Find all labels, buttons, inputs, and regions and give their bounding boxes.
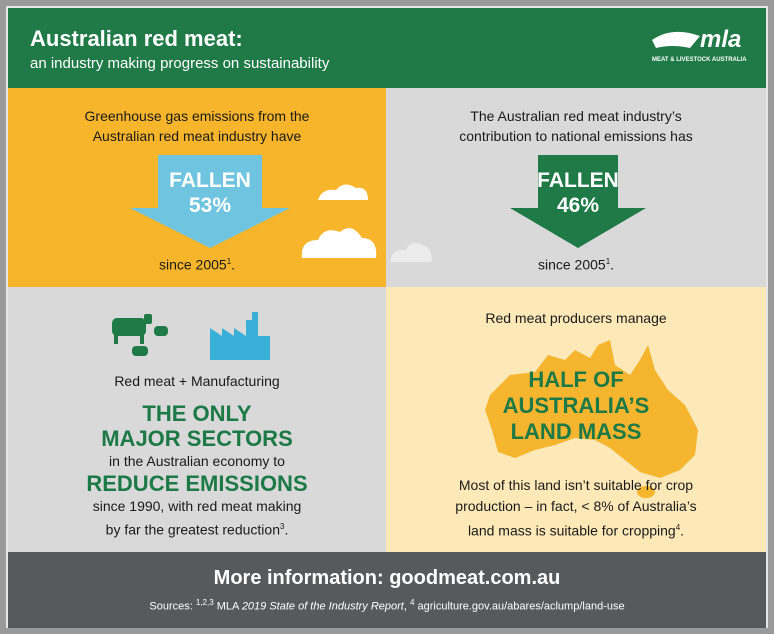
intro: Red meat producers manage	[485, 310, 667, 326]
text-line: production – in fact, < 8% of Australia’…	[455, 498, 697, 514]
text: by far the greatest reduction	[105, 521, 280, 538]
arrow	[510, 155, 646, 248]
intro: Greenhouse gas emissions from the Austral…	[8, 106, 386, 146]
tasmania	[637, 486, 655, 498]
since: since 20051.	[386, 252, 766, 275]
text-line: by far the greatest reduction3.	[8, 517, 386, 540]
sources: Sources: 1,2,3 MLA 2019 State of the Ind…	[8, 593, 766, 617]
headline-line: LAND MASS	[510, 419, 642, 444]
text-line: Australian red meat industry have	[92, 128, 302, 144]
footnote: 4	[675, 523, 681, 532]
footnote: 4	[409, 598, 415, 607]
cloud	[301, 228, 377, 258]
australia-map	[485, 340, 698, 478]
text: .	[231, 256, 236, 273]
text-line: Greenhouse gas emissions from the	[84, 108, 310, 124]
text-line: The Australian red meat industry’s	[470, 108, 682, 124]
text-line: contribution to national emissions has	[459, 128, 693, 144]
text: .	[680, 522, 685, 539]
arrow-label: FALLEN	[169, 169, 251, 192]
text: since 2005	[537, 256, 606, 273]
text: MLA	[216, 600, 239, 613]
headline-line: MAJOR SECTORS	[101, 426, 293, 451]
logo-text: mla	[700, 26, 742, 53]
logo-mark	[652, 31, 700, 48]
caption: Red meat + Manufacturing	[114, 373, 280, 389]
header-band	[8, 8, 766, 88]
headline-line: HALF OF	[528, 367, 624, 392]
text: agriculture.gov.au/abares/aclump/land-us…	[417, 600, 625, 613]
headline: HALF OF AUSTRALIA’S LAND MASS	[386, 367, 766, 445]
arrow-text: FALLEN 53%	[110, 168, 310, 218]
panel-gray	[8, 287, 386, 552]
footnote: 1	[226, 257, 232, 266]
subtitle: an industry making progress on sustainab…	[30, 55, 330, 72]
text: land mass is suitable for cropping	[467, 522, 676, 539]
since: since 20051.	[8, 252, 386, 275]
text: 2019 State of the Industry Report	[241, 600, 404, 613]
text: .	[284, 521, 289, 538]
arrow-value: 53%	[188, 194, 232, 217]
headline: THE ONLY MAJOR SECTORS	[8, 401, 386, 451]
text-line: Most of this land isn’t suitable for cro…	[458, 477, 694, 493]
text: .	[610, 256, 615, 273]
footer-band	[8, 552, 766, 628]
logo-tagline: MEAT & LIVESTOCK AUSTRALIA	[652, 57, 747, 63]
intro: The Australian red meat industry’s contri…	[386, 106, 766, 146]
cloud	[318, 184, 368, 200]
arrow-text: FALLEN 46%	[478, 168, 678, 218]
factory-icon	[210, 312, 270, 360]
body: Most of this land isn’t suitable for cro…	[386, 475, 766, 542]
text-line: since 1990, with red meat making	[92, 498, 302, 514]
text: ,	[403, 600, 407, 613]
footnote: 3	[279, 522, 285, 531]
headline-line: THE ONLY	[142, 401, 252, 426]
text-line: in the Australian economy to	[109, 453, 285, 469]
text: since 2005	[158, 256, 227, 273]
livestock-icon	[112, 314, 168, 356]
arrow	[130, 155, 290, 248]
arrow-value: 46%	[556, 194, 600, 217]
headline: REDUCE EMISSIONS	[86, 471, 308, 496]
footnote: 1,2,3	[195, 598, 214, 607]
title: Australian red meat:	[30, 26, 243, 51]
headline-line: AUSTRALIA’S	[502, 393, 650, 418]
text: Sources:	[149, 600, 193, 613]
arrow-label: FALLEN	[537, 169, 619, 192]
cloud	[390, 242, 432, 262]
more-info: More information: goodmeat.com.au	[213, 567, 561, 589]
footnote: 1	[605, 257, 611, 266]
